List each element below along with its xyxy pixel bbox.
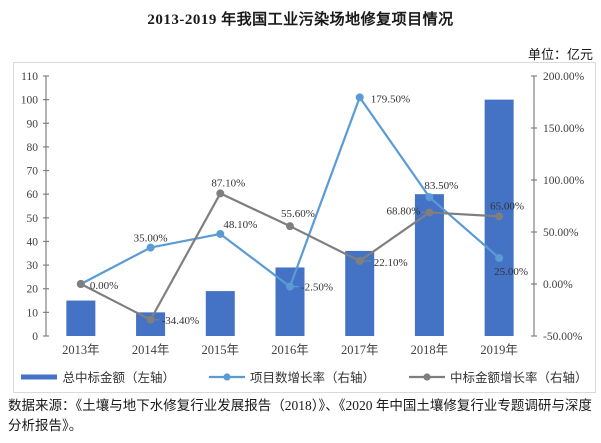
- data-point: [495, 254, 504, 262]
- left-axis-tick-label: 60: [27, 189, 39, 201]
- legend-item-bar-series: 总中标金额（左轴）: [21, 367, 175, 386]
- right-axis-tick-label: -50.00%: [543, 331, 583, 343]
- data-point-label: -34.40%: [162, 315, 200, 327]
- data-point-label: 25.00%: [494, 266, 528, 278]
- data-point: [495, 212, 504, 221]
- data-point-label: 55.60%: [281, 208, 315, 220]
- left-axis-tick-label: 80: [27, 142, 39, 154]
- chart-box: 0 10 20 30 40 50 60 70 80 90 100 110 -50.00% 0.00% 50.…: [13, 62, 596, 393]
- data-point: [355, 257, 364, 266]
- left-axis-tick-label: 50: [27, 213, 39, 225]
- axes: 0 10 20 30 40 50 60 70 80 90 100 110 -50.00% 0.00% 50.…: [21, 71, 585, 343]
- category-label: 2014年: [132, 343, 170, 357]
- data-point-label: -2.50%: [301, 282, 333, 294]
- bar-series: [66, 99, 514, 336]
- data-point: [216, 229, 225, 238]
- unit-label: 单位：亿元: [527, 47, 593, 62]
- data-point: [216, 189, 225, 198]
- data-point: [286, 282, 294, 291]
- data-point-label: 22.10%: [374, 257, 408, 269]
- data-point: [76, 280, 85, 288]
- data-point-label: 35.00%: [134, 233, 168, 245]
- category-label: 2018年: [411, 343, 449, 357]
- left-axis-tick-label: 10: [27, 307, 39, 319]
- chart-canvas: 0 10 20 30 40 50 60 70 80 90 100 110 -50.00% 0.00% 50.…: [21, 71, 585, 357]
- left-axis-tick-label: 40: [27, 236, 39, 248]
- right-axis-tick-label: 100.00%: [543, 175, 585, 187]
- left-axis-tick-label: 0: [32, 331, 38, 343]
- right-axis-tick-label: 200.00%: [543, 71, 585, 83]
- source-note: 数据来源：《土壤与地下水修复行业发展报告（2018）》、《2020 年中国土壤修…: [8, 398, 592, 434]
- category-label: 2013年: [62, 343, 100, 357]
- bar: [66, 300, 96, 336]
- data-point: [425, 193, 434, 202]
- data-point: [146, 243, 155, 252]
- legend-label: 项目数增长率（右轴）: [249, 371, 375, 385]
- left-axis-tick-label: 20: [27, 284, 39, 296]
- data-point-label: 48.10%: [223, 219, 257, 231]
- data-point: [146, 315, 155, 324]
- bar: [414, 194, 444, 336]
- legend-label: 总中标金额（左轴）: [62, 371, 175, 385]
- right-axis-tick-label: 150.00%: [543, 123, 585, 135]
- bar: [136, 312, 166, 336]
- category-label: 2016年: [271, 343, 309, 357]
- left-axis-tick-label: 30: [27, 260, 39, 272]
- data-point: [286, 222, 294, 231]
- legend-item-line-series-projects: 项目数增长率（右轴）: [208, 367, 375, 386]
- category-label: 2017年: [341, 343, 379, 357]
- category-label: 2015年: [202, 343, 240, 357]
- chart-legend: 总中标金额（左轴） 项目数增长率（右轴） 中标金额增长率（右轴）: [14, 367, 595, 386]
- legend-swatch-graphic: [409, 372, 445, 381]
- data-point-label: 179.50%: [371, 93, 410, 105]
- chart-title: 2013-2019 年我国工业污染场地修复项目情况: [147, 12, 454, 28]
- data-point-label: 0.00%: [90, 280, 118, 292]
- data-point: [425, 208, 434, 217]
- data-point-label: 65.00%: [490, 200, 524, 212]
- bar-series-swatch: [21, 372, 58, 382]
- legend-swatch-graphic: [208, 372, 245, 381]
- line-series-1: 0.00% -34.40% 87.10% 55.60% 22.10% 68.80% 65.0…: [76, 177, 524, 327]
- left-axis-tick-label: 100: [21, 95, 39, 107]
- bar: [205, 291, 235, 336]
- right-axis-tick-label: 0.00%: [543, 279, 573, 291]
- data-point-label: 83.50%: [424, 180, 458, 192]
- bar: [345, 250, 375, 336]
- data-point-label: 68.80%: [387, 205, 421, 217]
- legend-item-line-series-amount: 中标金额增长率（右轴）: [409, 367, 588, 386]
- left-axis-tick-label: 70: [27, 166, 39, 178]
- line-series-0: 35.00% 48.10% -2.50% 179.50% 83.50% 25.00%: [76, 93, 528, 294]
- category-label: 2019年: [480, 343, 518, 357]
- legend-label: 中标金额增长率（右轴）: [450, 371, 588, 385]
- right-axis-tick-label: 50.00%: [543, 227, 579, 239]
- data-point-label: 87.10%: [211, 177, 245, 189]
- category-axis: 2013年 2014年 2015年 2016年 2017年 2018年 2019年: [62, 343, 518, 357]
- line-series-projects-swatch: [208, 372, 245, 382]
- left-axis-tick-label: 110: [21, 71, 38, 83]
- line-series-amount-swatch: [409, 372, 445, 382]
- data-point: [355, 93, 364, 102]
- left-axis-tick-label: 90: [27, 118, 39, 130]
- legend-swatch-graphic: [21, 374, 58, 379]
